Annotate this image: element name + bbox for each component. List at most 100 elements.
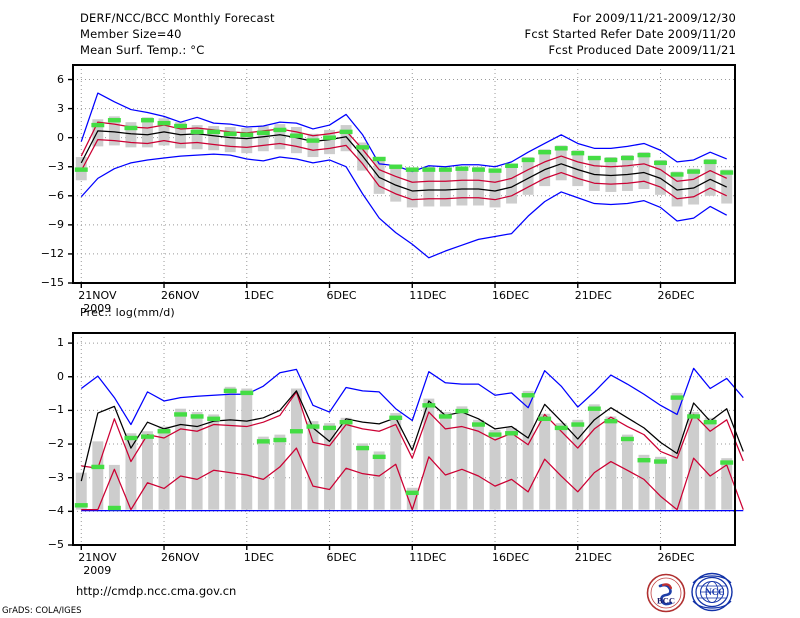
spread-bar <box>605 157 617 192</box>
y-axis-tick-label: −12 <box>40 246 64 260</box>
spread-bar <box>324 423 335 510</box>
spread-bar <box>638 152 650 190</box>
spread-bar <box>175 408 187 510</box>
observation-mark <box>670 172 684 177</box>
observation-mark <box>240 390 254 396</box>
observation-mark <box>455 408 469 414</box>
spread-bar <box>357 443 369 510</box>
spread-bar <box>191 125 203 150</box>
observation-mark <box>438 414 452 419</box>
spread-bar <box>588 156 600 191</box>
x-axis-tick-label: 16DEC <box>492 551 530 564</box>
observation-mark <box>107 505 121 511</box>
series-lower-quartile <box>81 447 744 511</box>
observation-mark <box>256 439 270 444</box>
observation-mark <box>405 490 419 496</box>
observation-mark <box>571 150 585 156</box>
spread-bar <box>655 456 666 510</box>
observation-mark <box>538 150 552 155</box>
x-axis-year-label: 2009 <box>83 302 112 315</box>
spread-bar <box>406 487 418 510</box>
spread-bar <box>688 168 700 205</box>
y-axis-tick-label: −15 <box>40 276 64 289</box>
series-min <box>80 153 728 259</box>
observation-mark <box>339 129 353 135</box>
spread-bar <box>108 116 120 146</box>
spread-bar <box>473 166 484 206</box>
observation-mark <box>356 145 370 150</box>
spread-bar <box>506 427 518 510</box>
observation-mark <box>505 431 519 436</box>
svg-text:BCC: BCC <box>657 596 675 606</box>
observation-mark <box>190 414 204 419</box>
observation-mark <box>687 414 701 419</box>
observation-mark <box>141 434 154 439</box>
x-axis-tick-label: 21NOV <box>78 551 117 564</box>
observation-mark <box>505 163 519 168</box>
observation-mark <box>356 445 370 451</box>
observation-mark <box>273 127 287 133</box>
observation-mark <box>323 425 336 431</box>
spread-bar <box>158 426 170 510</box>
y-axis-tick-label: −3 <box>47 159 64 173</box>
y-axis-tick-label: 1 <box>57 336 64 350</box>
series-upper-quartile <box>80 121 727 183</box>
observation-mark <box>190 129 204 135</box>
spread-bar <box>704 417 716 510</box>
spread-bar <box>224 386 236 510</box>
observation-mark <box>256 130 270 136</box>
observation-mark <box>438 167 452 172</box>
x-axis-tick-label: 26NOV <box>161 289 200 302</box>
spread-bar <box>224 127 236 153</box>
spread-bar <box>522 390 534 510</box>
y-axis-tick-label: −6 <box>47 188 64 202</box>
spread-bar <box>555 145 567 181</box>
observation-mark <box>422 167 436 172</box>
spread-bar <box>555 423 567 510</box>
spread-bar <box>75 472 87 510</box>
spread-bar <box>191 412 203 510</box>
observation-mark <box>372 156 386 162</box>
observation-mark <box>207 416 221 422</box>
plot-frame <box>72 64 736 284</box>
spread-bar <box>257 436 269 510</box>
website-url[interactable]: http://cmdp.ncc.cma.gov.cn <box>76 584 237 598</box>
observation-mark <box>74 503 88 508</box>
observation-mark <box>472 167 485 172</box>
spread-bar <box>439 167 451 207</box>
spread-bar <box>373 157 385 194</box>
x-axis-tick-label: 26NOV <box>161 551 200 564</box>
y-axis-tick-label: 3 <box>57 101 64 115</box>
precipitation-plot <box>68 332 744 550</box>
x-axis-tick-label: 16DEC <box>492 289 530 302</box>
observation-mark <box>306 424 320 429</box>
x-axis-tick-label: 11DEC <box>409 551 447 564</box>
spread-bar <box>506 163 518 204</box>
spread-bar <box>621 155 633 191</box>
bcc-logo: BCC <box>646 573 686 613</box>
x-axis-tick-label: 6DEC <box>326 289 357 302</box>
ncc-logo: NCC <box>691 572 733 612</box>
observation-mark <box>687 169 701 174</box>
spread-bar <box>456 166 468 206</box>
observation-mark <box>604 157 618 163</box>
spread-bar <box>489 429 501 510</box>
observation-mark <box>174 412 188 417</box>
spread-bar <box>423 398 435 510</box>
x-axis-tick-label: 21NOV <box>78 289 117 302</box>
spread-bar <box>92 441 104 510</box>
observation-mark <box>703 159 717 165</box>
y-axis-tick-label: −9 <box>47 217 64 231</box>
spread-bar <box>605 416 617 510</box>
spread-bar <box>373 451 385 510</box>
spread-bar <box>324 129 335 155</box>
series-upper-quartile <box>81 391 744 469</box>
y-axis-tick-label: −1 <box>47 403 64 417</box>
series-mean <box>80 390 744 482</box>
spread-bar <box>274 124 286 150</box>
observation-mark <box>174 123 188 129</box>
x-axis-tick-label: 1DEC <box>243 289 274 302</box>
spread-bar <box>290 127 302 154</box>
x-axis-tick-label: 26DEC <box>657 551 695 564</box>
observation-mark <box>223 388 237 394</box>
